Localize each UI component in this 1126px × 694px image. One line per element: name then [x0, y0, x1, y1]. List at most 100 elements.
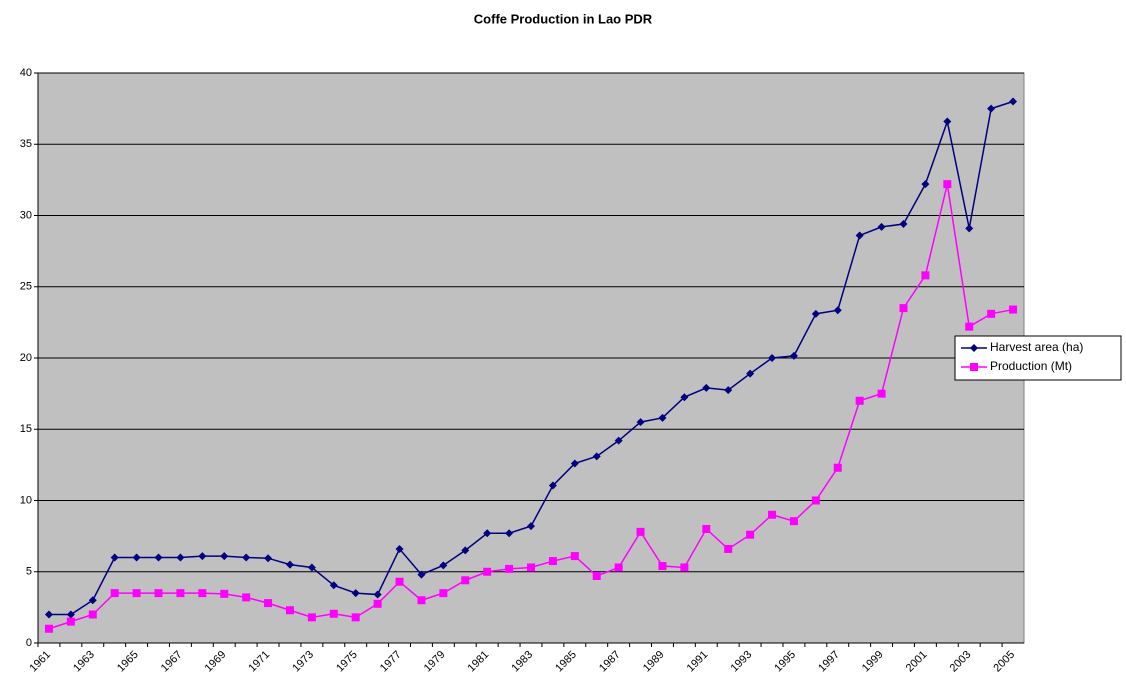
marker [198, 552, 207, 561]
marker [527, 522, 535, 531]
marker [921, 271, 930, 280]
marker [483, 529, 492, 538]
marker [44, 624, 53, 633]
marker [439, 589, 448, 598]
x-tick-label: 1997 [816, 649, 842, 675]
chart-title: Coffe Production in Lao PDR [474, 11, 653, 26]
y-tick-label: 20 [20, 352, 32, 364]
marker [351, 613, 360, 622]
marker [746, 369, 755, 378]
x-tick-label: 1993 [728, 649, 754, 675]
legend-box [954, 335, 1122, 381]
y-tick-label: 10 [20, 494, 32, 506]
marker [855, 396, 864, 405]
marker [439, 561, 448, 570]
marker [592, 572, 601, 581]
marker [811, 496, 820, 505]
x-tick-label: 1991 [685, 649, 711, 675]
marker [658, 562, 667, 571]
y-tick-label: 5 [26, 566, 32, 578]
marker [943, 180, 952, 189]
marker [921, 180, 930, 189]
marker [132, 553, 141, 562]
marker [614, 436, 623, 445]
marker [307, 563, 316, 572]
x-tick-label: 1983 [509, 649, 535, 675]
x-tick-label: 1989 [641, 649, 667, 675]
marker [329, 609, 338, 618]
y-tick-label: 0 [26, 637, 32, 649]
x-tick-label: 1967 [159, 649, 185, 675]
x-tick-label: 1987 [597, 649, 623, 675]
marker [176, 553, 185, 562]
x-tick-label: 1981 [466, 649, 492, 675]
marker [154, 553, 163, 562]
marker [658, 413, 667, 422]
marker [833, 463, 842, 472]
legend-label: Harvest area (ha) [990, 340, 1083, 354]
marker [877, 222, 886, 231]
x-tick-label: 1973 [290, 649, 316, 675]
marker [88, 610, 97, 619]
x-tick-label: 1963 [71, 649, 97, 675]
x-tick-label: 1977 [378, 649, 404, 675]
marker [351, 589, 360, 598]
marker [285, 606, 294, 615]
x-tick-label: 2001 [904, 649, 930, 675]
marker [242, 553, 251, 562]
marker [943, 117, 952, 126]
marker [877, 389, 886, 398]
marker [965, 224, 974, 233]
marker [592, 452, 601, 461]
legend-marker [970, 344, 978, 352]
legend-marker [970, 363, 978, 371]
marker [789, 517, 798, 526]
marker [505, 564, 514, 573]
x-tick-label: 1979 [422, 649, 448, 675]
legend-label: Production (Mt) [990, 359, 1072, 373]
marker [395, 544, 404, 553]
marker [461, 576, 470, 585]
marker [44, 610, 53, 619]
marker [176, 589, 185, 598]
y-tick-label: 35 [20, 138, 32, 150]
marker [833, 306, 842, 315]
marker [198, 589, 207, 598]
marker [417, 570, 426, 579]
marker [768, 510, 777, 519]
marker [1009, 97, 1018, 106]
x-tick-label: 1985 [553, 649, 579, 675]
marker [483, 567, 492, 576]
y-tick-label: 40 [20, 67, 32, 79]
x-tick-label: 1999 [860, 649, 886, 675]
marker [987, 104, 996, 113]
y-tick-label: 25 [20, 281, 32, 293]
marker [264, 599, 273, 608]
x-tick-label: 1969 [203, 649, 229, 675]
marker [570, 459, 579, 468]
marker [527, 563, 535, 572]
marker [264, 554, 273, 563]
x-tick-label: 1975 [334, 649, 360, 675]
marker [548, 481, 557, 490]
y-tick-label: 30 [20, 209, 32, 221]
marker [461, 546, 470, 555]
marker [329, 581, 338, 590]
marker [768, 354, 777, 362]
marker [855, 231, 864, 240]
marker [154, 589, 163, 598]
marker [636, 418, 645, 427]
marker [307, 613, 316, 622]
marker [789, 351, 798, 360]
marker [987, 309, 996, 318]
marker [965, 322, 974, 331]
x-tick-label: 1995 [772, 649, 798, 675]
y-tick-label: 15 [20, 423, 32, 435]
marker [724, 544, 733, 553]
marker [548, 557, 557, 566]
marker [1009, 305, 1018, 314]
marker [570, 552, 579, 561]
marker [110, 589, 119, 598]
marker [242, 593, 251, 602]
